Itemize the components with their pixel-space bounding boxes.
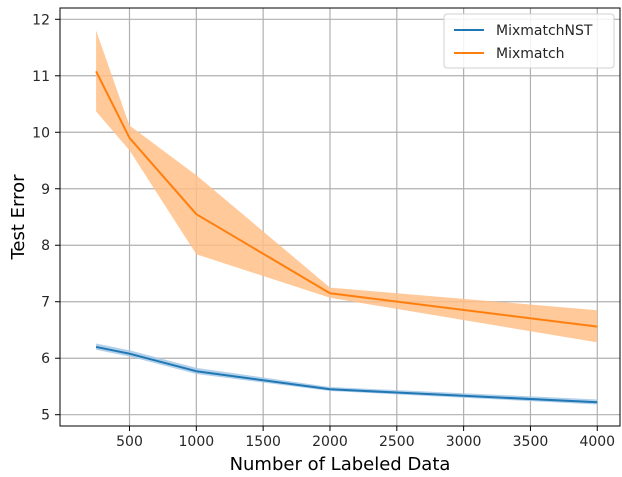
x-tick-label: 2000	[312, 434, 348, 450]
y-tick-label: 8	[41, 238, 50, 254]
x-tick-label: 3500	[513, 434, 549, 450]
band-mixmatchnst	[96, 343, 598, 405]
legend-entry: MixmatchNST	[496, 23, 593, 39]
legend: MixmatchNST Mixmatch	[443, 13, 615, 69]
y-tick-label: 11	[32, 69, 50, 85]
y-tick-label: 12	[32, 12, 50, 28]
x-tick-label: 3000	[446, 434, 482, 450]
legend-entry: Mixmatch	[496, 46, 565, 62]
y-tick-label: 9	[41, 182, 50, 198]
series-lines	[95, 70, 598, 404]
plot-frame	[59, 7, 621, 427]
y-tick-label: 5	[41, 408, 50, 424]
confidence-bands	[96, 30, 598, 405]
x-tick-label: 500	[116, 434, 143, 450]
legend-box	[443, 13, 615, 69]
x-tick-label: 1500	[245, 434, 281, 450]
grid	[60, 8, 620, 426]
y-tick-label: 6	[41, 351, 50, 367]
y-tick-label: 10	[32, 125, 50, 141]
x-tick-label: 1000	[179, 434, 215, 450]
x-tick-label: 4000	[579, 434, 615, 450]
y-axis-label: Test Error	[8, 174, 29, 261]
band-mixmatch	[96, 30, 598, 343]
x-axis-label: Number of Labeled Data	[230, 454, 451, 475]
y-tick-label: 7	[41, 295, 50, 311]
plot-area	[60, 8, 620, 426]
axis-ticks: 500 1000 1500 2000 2500 3000 3500 4000 5 6 7 8 9 10 11…	[32, 12, 615, 450]
x-tick-label: 2500	[379, 434, 415, 450]
